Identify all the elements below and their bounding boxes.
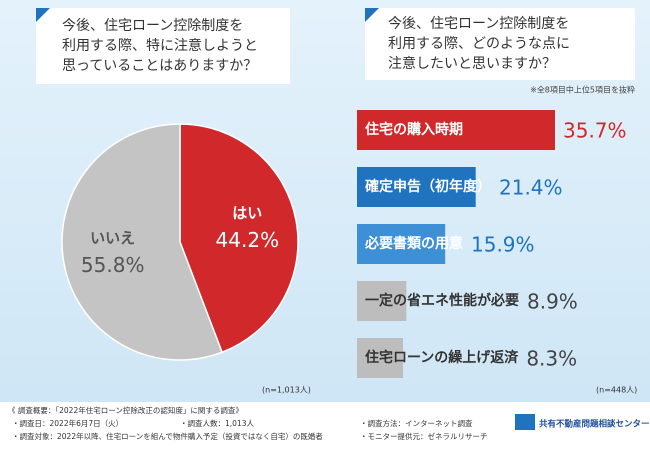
survey-item: ・調査方法：インターネット調査 [360, 418, 473, 428]
bar-value: 35.7% [563, 119, 627, 143]
title-text: 今後、住宅ローン控除制度を利用する際、どのような点に注意したいと思いますか？ [388, 16, 570, 72]
title-box [365, 8, 635, 80]
slice-value: 44.2% [216, 228, 280, 252]
bar [357, 224, 446, 264]
title-text: 今後、住宅ローン控除制度を利用する際、特に注意しようと思っていることはありますか… [62, 18, 258, 74]
bar [357, 167, 476, 207]
bar-label: 確定申告（初年度） [365, 178, 491, 195]
survey-item: ・調査日：2022年6月7日（火） [12, 418, 123, 428]
bar-label: 一定の省エネ性能が必要 [365, 292, 519, 309]
bar-label: 住宅の購入時期 [365, 121, 463, 138]
bar-title: 今後、住宅ローン控除制度を利用する際、どのような点に注意したいと思いますか？ [388, 16, 570, 72]
pie-slice [179, 123, 299, 354]
bar [357, 281, 407, 321]
slice-label: いいえ [90, 229, 135, 247]
bar-subtitle: ※全8項目中上位5項目を抜粋 [530, 85, 635, 95]
title-box [36, 8, 290, 84]
survey-item: ・調査人数：1,013人 [180, 418, 254, 428]
bar-note: (n=448人) [596, 386, 637, 395]
title-corner [36, 8, 50, 22]
pie-slice [61, 123, 224, 361]
bar-label: 住宅ローンの繰上げ返済 [365, 349, 519, 366]
pie-note: (n=1,013人) [262, 386, 311, 395]
bar-value: 8.3% [526, 347, 577, 371]
bar-value: 21.4% [499, 176, 563, 200]
bar [357, 110, 555, 150]
logo-icon [515, 414, 535, 430]
bar-label: 必要書類の用意 [364, 235, 463, 252]
logo-text: 共有不動産問題相談センター [539, 419, 650, 430]
title-corner [365, 8, 379, 22]
pie-title: 今後、住宅ローン控除制度を利用する際、特に注意しようと思っていることはありますか… [62, 18, 258, 74]
survey-item: ・モニター提供元：ゼネラルリサーチ [360, 431, 488, 441]
slice-value: 55.8% [81, 253, 145, 277]
footer-band [0, 402, 650, 450]
bar-value: 8.9% [527, 290, 578, 314]
bar-value: 15.9% [471, 233, 535, 257]
survey-item: ・調査対象：2022年以降、住宅ローンを組んで物件購入予定（投資ではなく自宅）の… [12, 431, 323, 441]
bar [357, 338, 404, 378]
slice-label: はい [232, 204, 262, 222]
survey-heading: 《 調査概要：「2022年住宅ローン控除改正の認知度」に関する調査》 [8, 405, 243, 415]
